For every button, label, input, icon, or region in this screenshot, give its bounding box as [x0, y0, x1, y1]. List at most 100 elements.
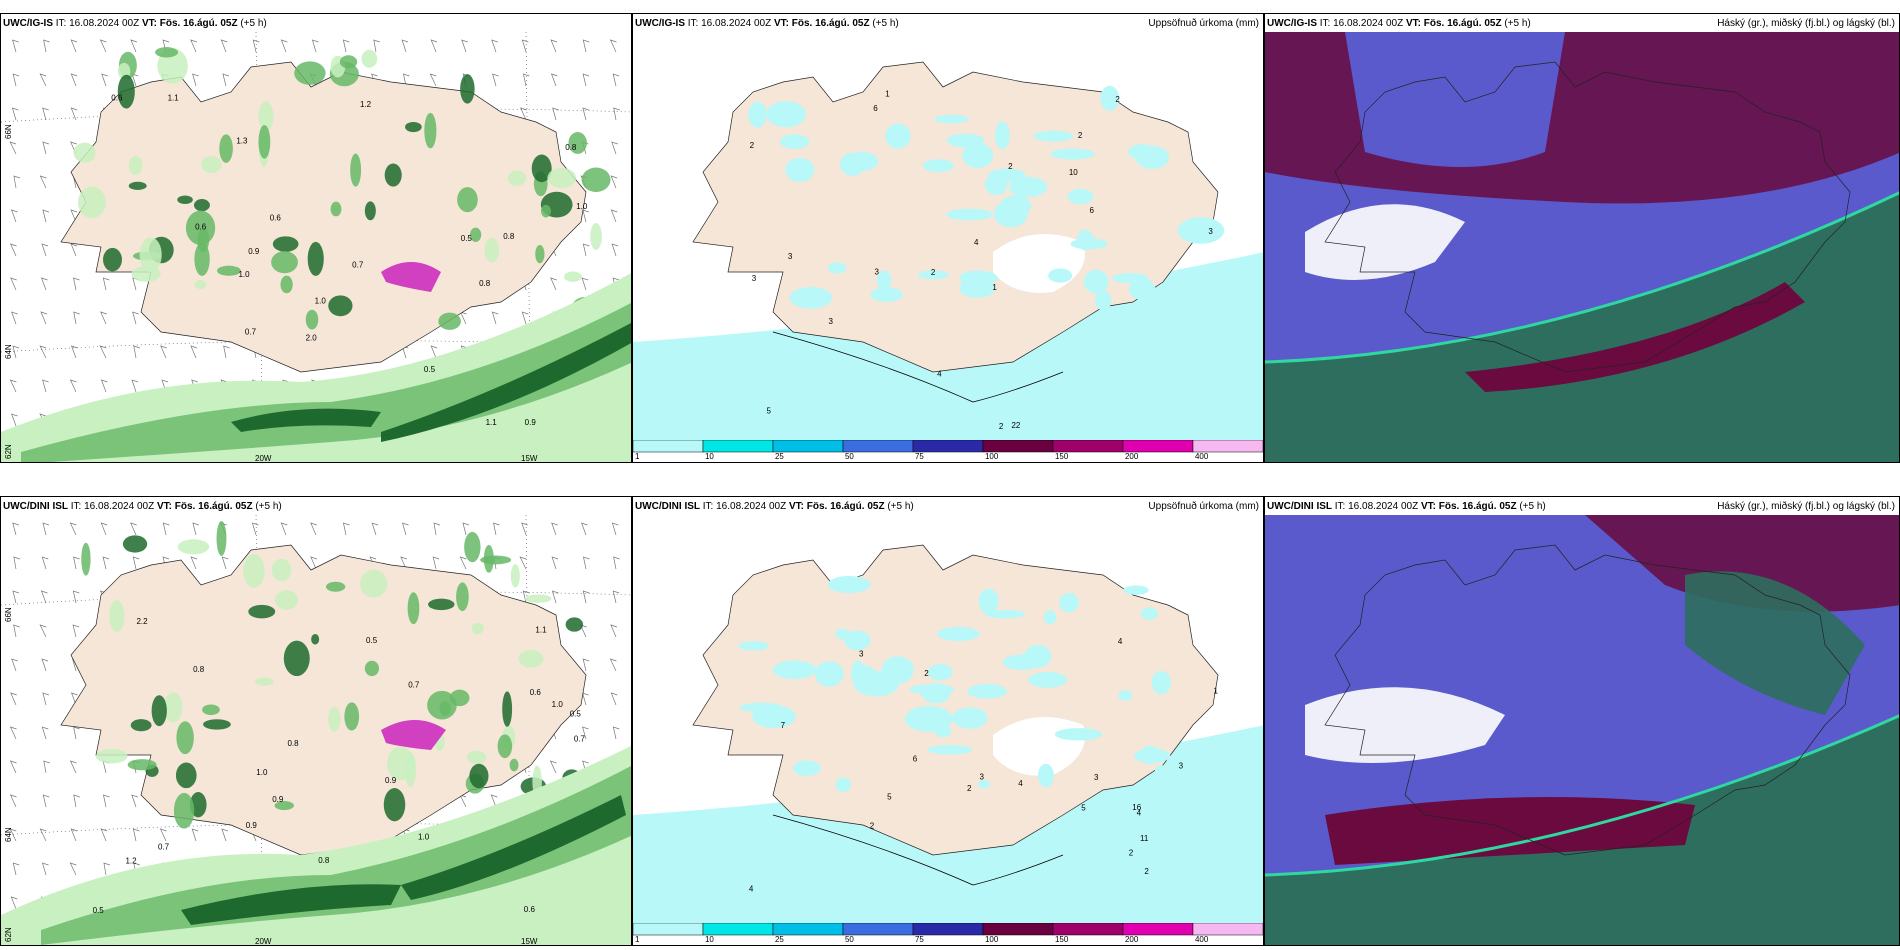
rain-blob — [109, 600, 125, 633]
value-label: 2 — [1078, 131, 1083, 140]
wind-barb — [551, 556, 559, 570]
wind-barb — [401, 39, 409, 53]
colorbar-tick-label: 200 — [1125, 452, 1139, 460]
wind-barb — [41, 658, 49, 672]
precip-blob — [934, 114, 969, 124]
wind-barb — [429, 73, 437, 87]
wind-barb — [402, 73, 410, 87]
wind-barb — [612, 726, 620, 740]
rain-blob — [547, 167, 577, 189]
rain-blob — [217, 265, 241, 276]
precip-blob — [772, 660, 817, 680]
colorbar-tick-label: 100 — [985, 452, 999, 460]
wind-barb — [310, 556, 318, 570]
lat-label-66n: 66N — [4, 607, 13, 622]
wind-barb — [100, 522, 108, 536]
rain-blob — [565, 617, 584, 632]
wind-barb — [159, 828, 167, 842]
wind-barb — [39, 624, 47, 638]
value-label: 0.5 — [366, 636, 378, 645]
rain-blob — [424, 112, 437, 149]
rain-blob — [540, 204, 551, 218]
wind-barb — [43, 39, 50, 53]
panel-igis-rain-wind: UWC/IG-IS IT: 16.08.2024 00Z VT: Fös. 16… — [0, 13, 632, 463]
precip-blob — [994, 121, 1010, 150]
value-label: 0.7 — [245, 328, 257, 337]
wind-barb — [10, 692, 17, 706]
value-label: 0.6 — [524, 905, 536, 914]
wind-barb — [550, 277, 557, 291]
wind-barb — [41, 726, 49, 740]
wind-barb — [12, 862, 20, 876]
value-label: 2 — [1144, 867, 1149, 876]
colorbar-tick-label: 1 — [635, 452, 640, 460]
rain-blob — [361, 49, 378, 68]
rain-blob — [255, 677, 274, 686]
colorbar-swatch — [1122, 923, 1194, 936]
rain-labels: 0.7 0.5 0.8 1.0 0.9 0.6 1.1 0.8 1.2 0.5 0.7 0.9 1.0 0… — [93, 617, 586, 915]
value-label: 2.0 — [306, 334, 318, 343]
rain-blob — [535, 244, 545, 264]
wind-barb — [612, 73, 620, 87]
rain-blob — [471, 622, 484, 634]
wind-barb — [73, 277, 80, 291]
rain-blob — [163, 692, 183, 723]
wind-barb — [42, 794, 50, 808]
value-label: 6 — [1089, 206, 1094, 215]
wind-barb — [613, 107, 620, 121]
lat-label-64n: 64N — [4, 827, 13, 842]
wind-barb — [42, 107, 49, 121]
rain-blob — [151, 695, 167, 727]
wind-barb — [552, 107, 559, 121]
precip-blob — [789, 286, 832, 309]
value-label: 0.5 — [461, 234, 473, 243]
rain-blob — [193, 199, 210, 212]
colorbar-tick-label: 10 — [705, 452, 714, 460]
colorbar-swatch — [1122, 440, 1194, 453]
wind-barb — [39, 175, 47, 189]
wind-barb — [72, 624, 80, 638]
wind-barb — [373, 39, 380, 53]
colorbar-swatch — [912, 923, 984, 936]
value-label: 22 — [1011, 421, 1020, 430]
wind-barb — [130, 39, 138, 53]
precip-blob — [984, 174, 1008, 196]
panel-header: UWC/IG-IS IT: 16.08.2024 00Z VT: Fös. 16… — [635, 18, 899, 29]
precip-blob — [738, 641, 770, 651]
wind-barb — [490, 794, 498, 808]
wind-barb — [40, 590, 48, 604]
rain-blob — [428, 598, 455, 611]
rain-blob — [484, 237, 500, 263]
rain-blob — [243, 554, 265, 588]
wind-barb — [580, 522, 588, 536]
rain-blob — [531, 154, 552, 183]
wind-barb — [12, 39, 19, 53]
precip-blob — [815, 661, 844, 687]
value-label: 4 — [937, 369, 942, 378]
value-label: 0.9 — [248, 247, 260, 256]
rain-blob — [460, 74, 475, 104]
wind-barb — [73, 311, 80, 325]
value-label: 2 — [870, 821, 875, 830]
rain-blob — [117, 74, 135, 109]
rain-blob — [483, 544, 494, 573]
rain-blob — [350, 153, 362, 187]
precip-blob — [1095, 290, 1112, 311]
wind-barb — [42, 379, 49, 393]
wind-barb — [9, 726, 17, 740]
wind-barb — [160, 345, 167, 359]
wind-barb — [461, 39, 468, 53]
rain-blob — [274, 800, 294, 811]
precip-blob — [1151, 670, 1171, 695]
value-label: 3 — [979, 773, 984, 782]
value-label: 5 — [887, 792, 892, 801]
wind-barb — [582, 107, 589, 121]
value-label: 0.5 — [570, 710, 582, 719]
wind-barb — [9, 141, 17, 155]
iceland-land — [1324, 544, 1851, 856]
wind-barb — [582, 73, 590, 87]
precip-blob — [959, 270, 998, 286]
wind-barb — [99, 345, 107, 359]
value-label: 1.1 — [535, 625, 547, 634]
precip-blob — [1140, 607, 1158, 620]
